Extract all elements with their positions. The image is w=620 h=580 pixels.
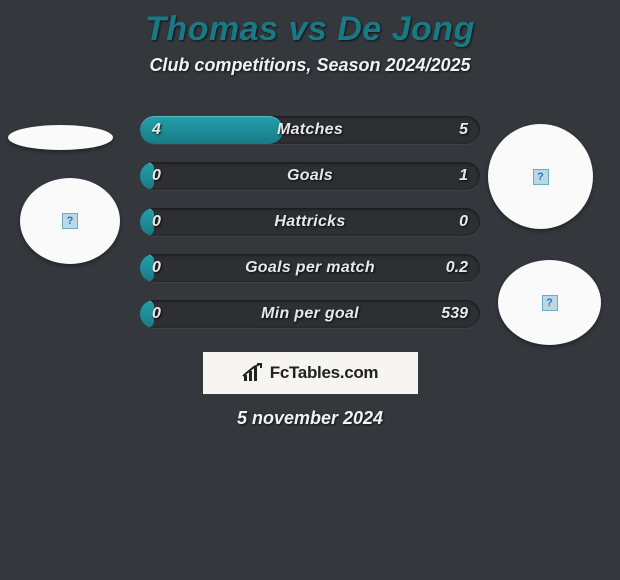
bar-value-left: 4 bbox=[152, 121, 161, 139]
bar-label: Goals bbox=[287, 167, 333, 185]
bar-label: Matches bbox=[277, 121, 343, 139]
comparison-bars: 4 Matches 5 0 Goals 1 0 Hattricks 0 0 Go… bbox=[140, 116, 480, 328]
bar-min-per-goal: 0 Min per goal 539 bbox=[140, 300, 480, 328]
bar-value-right: 0.2 bbox=[446, 259, 468, 277]
brand-text: FcTables.com bbox=[270, 363, 379, 383]
bar-fill bbox=[140, 116, 283, 144]
placeholder-icon: ? bbox=[542, 295, 558, 311]
bar-value-right: 1 bbox=[459, 167, 468, 185]
bar-value-right: 0 bbox=[459, 213, 468, 231]
bar-value-right: 539 bbox=[441, 305, 468, 323]
placeholder-icon: ? bbox=[62, 213, 78, 229]
bar-matches: 4 Matches 5 bbox=[140, 116, 480, 144]
bar-value-right: 5 bbox=[459, 121, 468, 139]
bar-value-left: 0 bbox=[152, 213, 161, 231]
date-label: 5 november 2024 bbox=[0, 408, 620, 429]
bar-value-left: 0 bbox=[152, 259, 161, 277]
bar-goals: 0 Goals 1 bbox=[140, 162, 480, 190]
page-title: Thomas vs De Jong bbox=[0, 0, 620, 49]
bar-goals-per-match: 0 Goals per match 0.2 bbox=[140, 254, 480, 282]
avatar-right-bottom: ? bbox=[498, 260, 601, 345]
subtitle: Club competitions, Season 2024/2025 bbox=[0, 55, 620, 76]
avatar-right-top: ? bbox=[488, 124, 593, 229]
placeholder-icon: ? bbox=[533, 169, 549, 185]
avatar-ellipse-left bbox=[8, 125, 113, 150]
bar-label: Min per goal bbox=[261, 305, 359, 323]
bar-label: Goals per match bbox=[245, 259, 375, 277]
bar-label: Hattricks bbox=[274, 213, 345, 231]
bar-hattricks: 0 Hattricks 0 bbox=[140, 208, 480, 236]
bar-value-left: 0 bbox=[152, 167, 161, 185]
brand-logo-icon bbox=[242, 363, 264, 383]
bar-value-left: 0 bbox=[152, 305, 161, 323]
brand-badge: FcTables.com bbox=[203, 352, 418, 394]
avatar-left: ? bbox=[20, 178, 120, 264]
